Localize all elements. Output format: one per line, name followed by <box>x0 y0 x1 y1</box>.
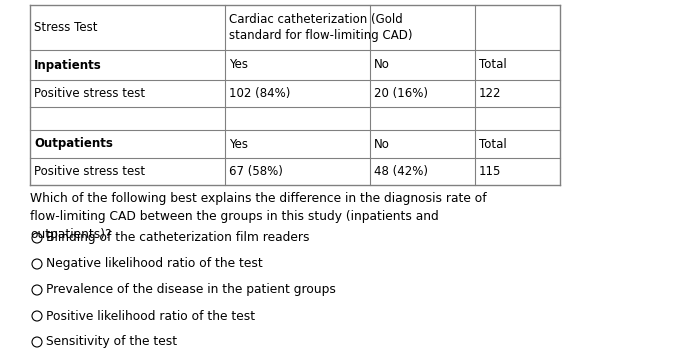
Text: Yes: Yes <box>229 137 248 151</box>
Text: Positive stress test: Positive stress test <box>34 87 145 100</box>
Text: 122: 122 <box>479 87 501 100</box>
Text: Cardiac catheterization (Gold
standard for flow-limiting CAD): Cardiac catheterization (Gold standard f… <box>229 13 412 42</box>
Text: Negative likelihood ratio of the test: Negative likelihood ratio of the test <box>46 257 262 271</box>
Text: No: No <box>374 137 390 151</box>
Text: 115: 115 <box>479 165 501 178</box>
Text: Stress Test: Stress Test <box>34 21 97 34</box>
Text: 67 (58%): 67 (58%) <box>229 165 283 178</box>
Text: Which of the following best explains the difference in the diagnosis rate of
flo: Which of the following best explains the… <box>30 192 486 241</box>
Text: Blinding of the catheterization film readers: Blinding of the catheterization film rea… <box>46 231 309 245</box>
Text: Positive stress test: Positive stress test <box>34 165 145 178</box>
Text: Sensitivity of the test: Sensitivity of the test <box>46 336 177 348</box>
Text: 48 (42%): 48 (42%) <box>374 165 428 178</box>
Text: Positive likelihood ratio of the test: Positive likelihood ratio of the test <box>46 310 255 322</box>
Text: No: No <box>374 59 390 71</box>
Text: Total: Total <box>479 59 507 71</box>
Text: 20 (16%): 20 (16%) <box>374 87 428 100</box>
Text: 102 (84%): 102 (84%) <box>229 87 290 100</box>
Text: Inpatients: Inpatients <box>34 59 102 71</box>
Text: Yes: Yes <box>229 59 248 71</box>
Text: Prevalence of the disease in the patient groups: Prevalence of the disease in the patient… <box>46 283 336 297</box>
Text: Outpatients: Outpatients <box>34 137 113 151</box>
Text: Total: Total <box>479 137 507 151</box>
